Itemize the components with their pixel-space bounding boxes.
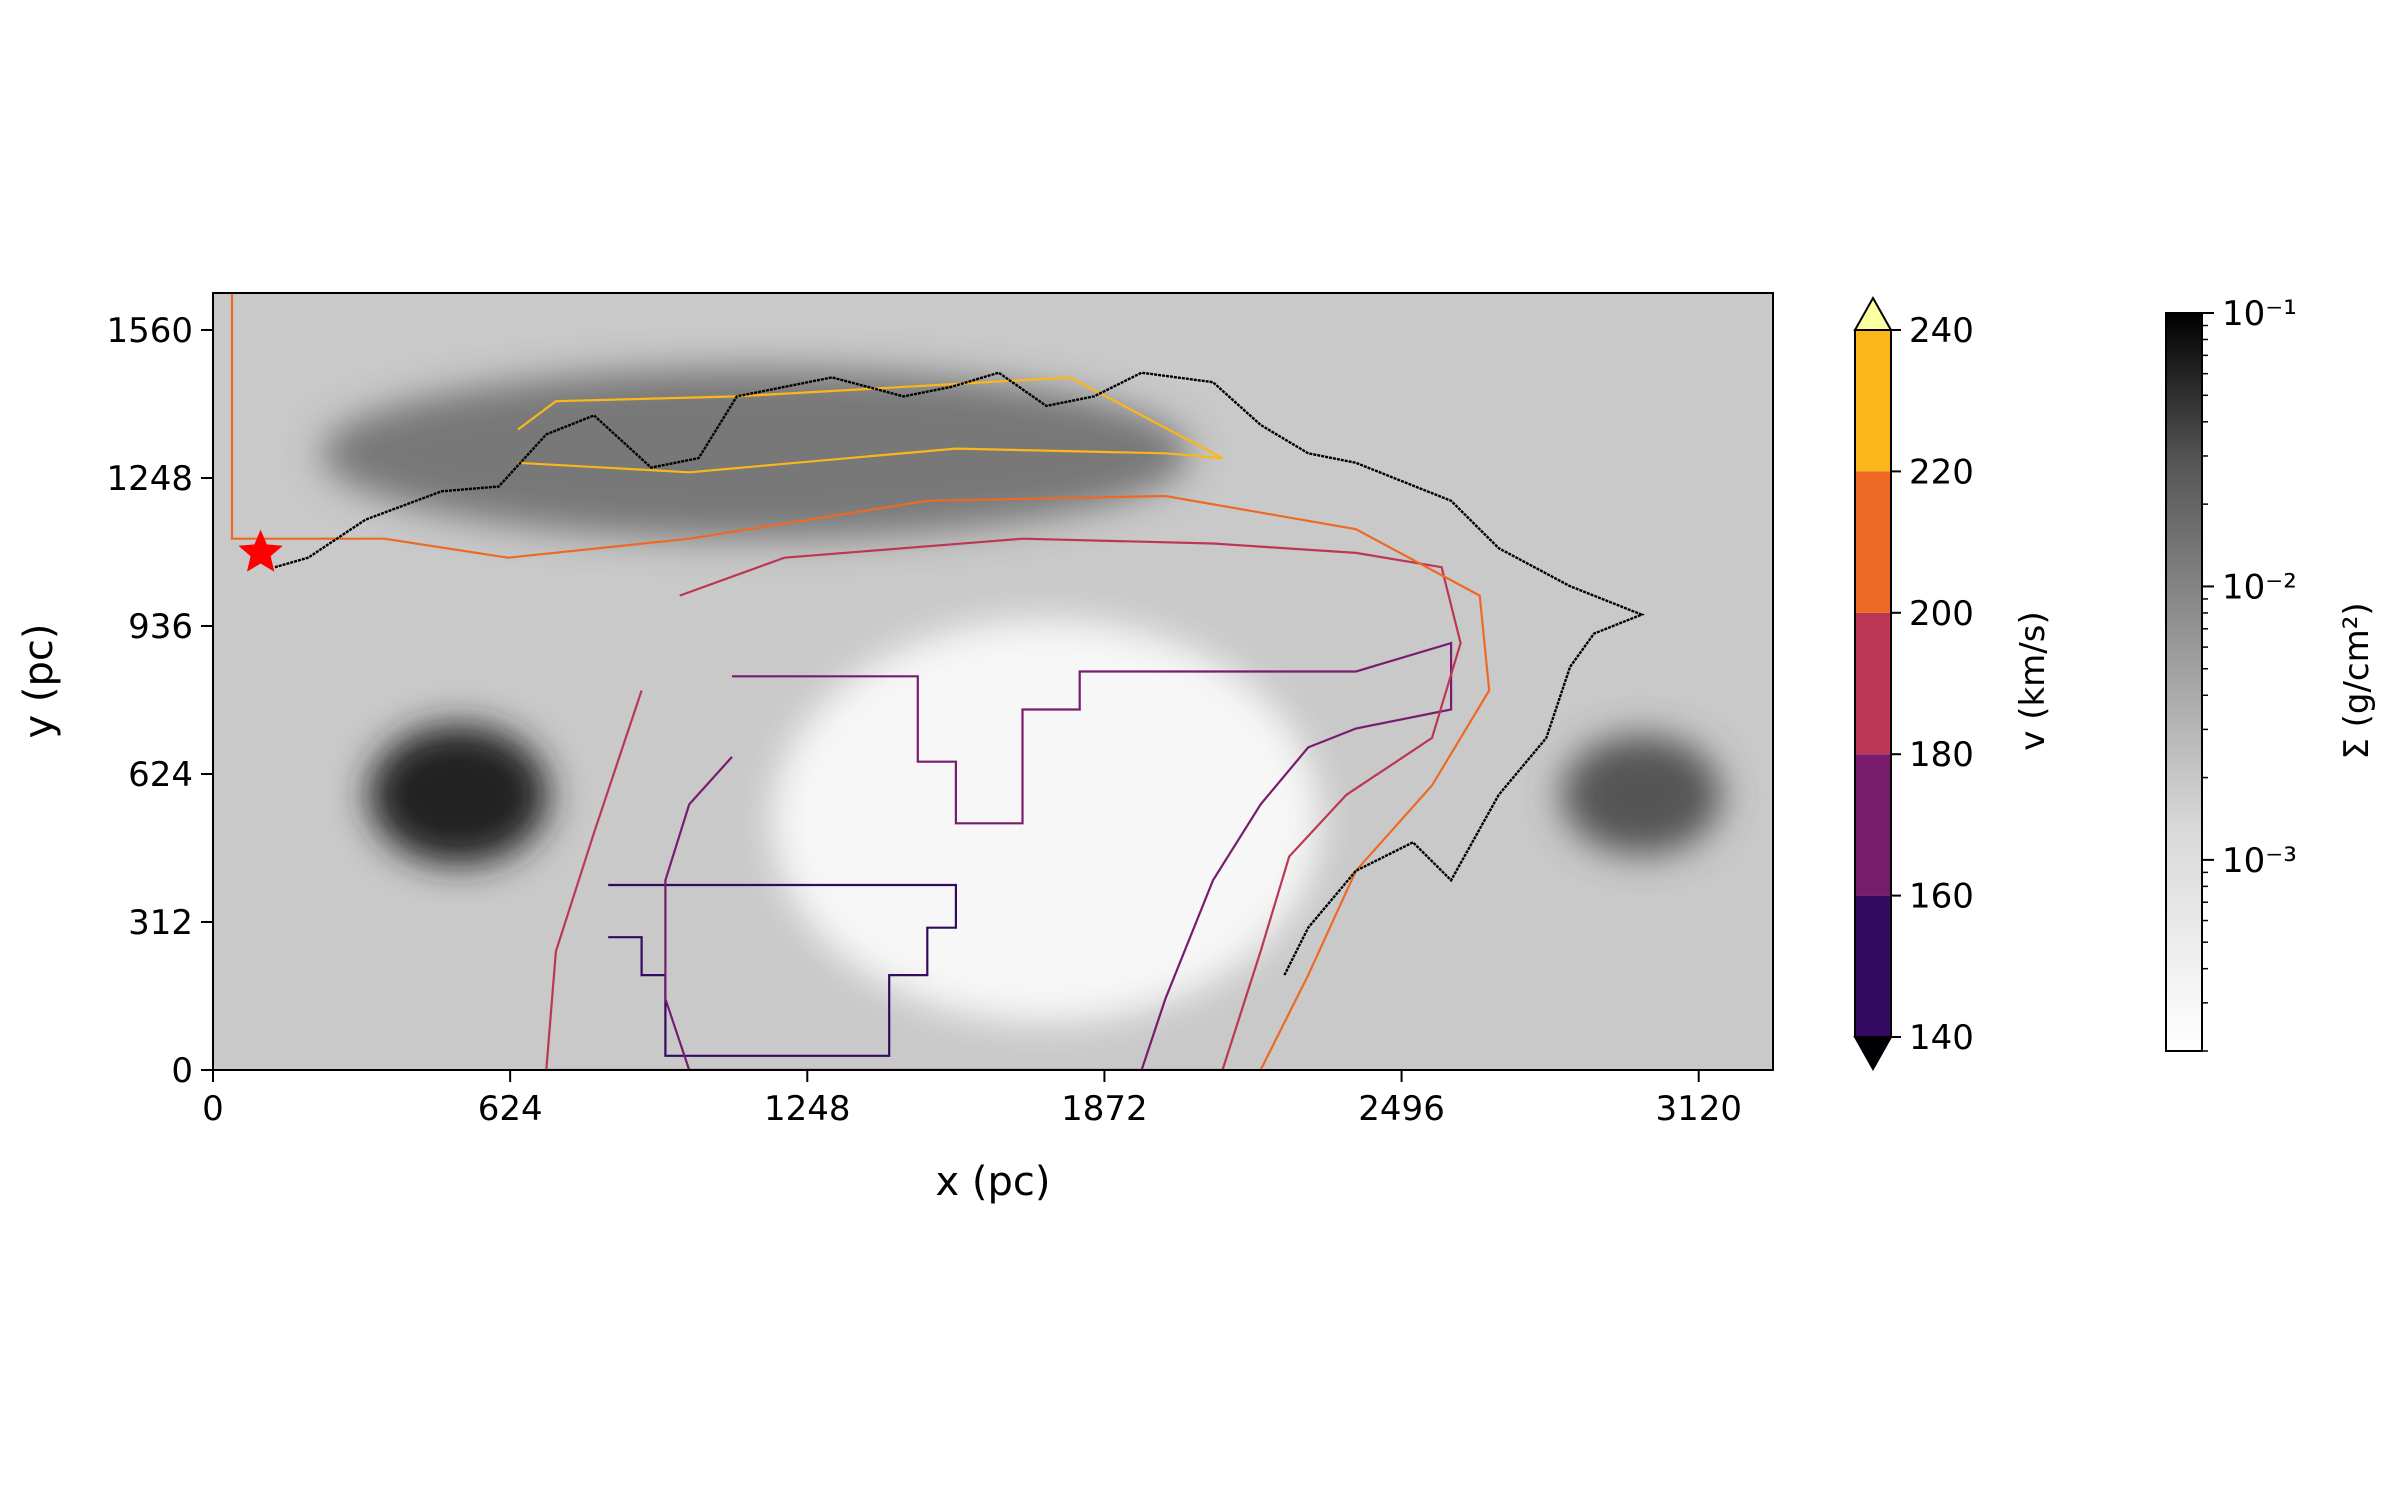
y-axis-label: y (pc) — [16, 624, 62, 739]
velocity-colorbar-under-arrow — [1853, 1036, 1893, 1072]
x-tick-label: 624 — [478, 1089, 543, 1129]
density-colorbar-label: Σ (g/cm²) — [2337, 602, 2377, 759]
density-colorbar-tick-label: 10⁻² — [2222, 567, 2297, 607]
y-tick-label: 312 — [128, 903, 193, 943]
y-tick-label: 624 — [128, 755, 193, 795]
density-void — [772, 619, 1321, 1023]
velocity-contour-180 — [664, 641, 1453, 1070]
velocity-contour-220 — [230, 293, 1491, 1070]
velocity-colorbar-band — [1855, 754, 1891, 896]
x-axis-label: x (pc) — [936, 1159, 1051, 1205]
velocity-colorbar-band — [1855, 895, 1891, 1037]
velocity-colorbar-band — [1855, 471, 1891, 613]
velocity-colorbar-tick-label: 160 — [1909, 877, 1974, 917]
y-tick-label: 1248 — [106, 459, 193, 499]
velocity-contour-240 — [517, 376, 1224, 474]
x-tick-label: 3120 — [1655, 1089, 1742, 1129]
y-tick-label: 936 — [128, 607, 193, 647]
x-tick-label: 2496 — [1358, 1089, 1445, 1129]
density-arc — [321, 367, 1191, 539]
velocity-colorbar-tick-label: 180 — [1909, 735, 1974, 775]
velocity-colorbar-tick-label: 200 — [1909, 594, 1974, 634]
y-tick-label: 0 — [171, 1051, 193, 1091]
velocity-colorbar-over-arrow — [1853, 295, 1893, 331]
plot-frame — [212, 292, 1774, 1071]
y-axis: 0 312 624 936 1248 1560 — [106, 311, 213, 1091]
y-tick-label: 1560 — [106, 311, 193, 351]
density-clump — [1561, 734, 1722, 855]
density-colorbar-gradient — [2165, 312, 2203, 1052]
x-tick-label: 1872 — [1061, 1089, 1148, 1129]
shock-front-line — [274, 371, 1645, 976]
velocity-colorbar-tick-label: 220 — [1909, 452, 1974, 492]
density-colorbar: 10⁻¹ 10⁻² 10⁻³ — [2165, 294, 2297, 1052]
velocity-colorbar-frame — [1854, 329, 1892, 1038]
velocity-colorbar-tick-label: 240 — [1909, 311, 1974, 351]
star-marker — [238, 529, 283, 572]
density-knot — [368, 724, 549, 865]
density-map: 0 624 1248 1872 2496 3120 031262493612481560 … — [16, 292, 1774, 1205]
velocity-colorbar-label: v (km/s) — [2013, 611, 2053, 750]
velocity-colorbar-band — [1855, 330, 1891, 472]
x-tick-label: 0 — [202, 1089, 224, 1129]
density-colorbar-tick-label: 10⁻³ — [2222, 841, 2297, 881]
x-axis: 0 624 1248 1872 2496 3120 — [202, 1070, 1742, 1129]
density-colorbar-tick-label: 10⁻¹ — [2222, 294, 2297, 334]
velocity-contour-160 — [608, 883, 958, 1057]
velocity-colorbar: 140 160 180 200 220 240 — [1853, 295, 1974, 1072]
velocity-contour-200 — [545, 537, 1462, 1070]
x-tick-label: 1248 — [764, 1089, 851, 1129]
velocity-colorbar-tick-label: 140 — [1909, 1018, 1974, 1058]
velocity-colorbar-band — [1855, 612, 1891, 755]
